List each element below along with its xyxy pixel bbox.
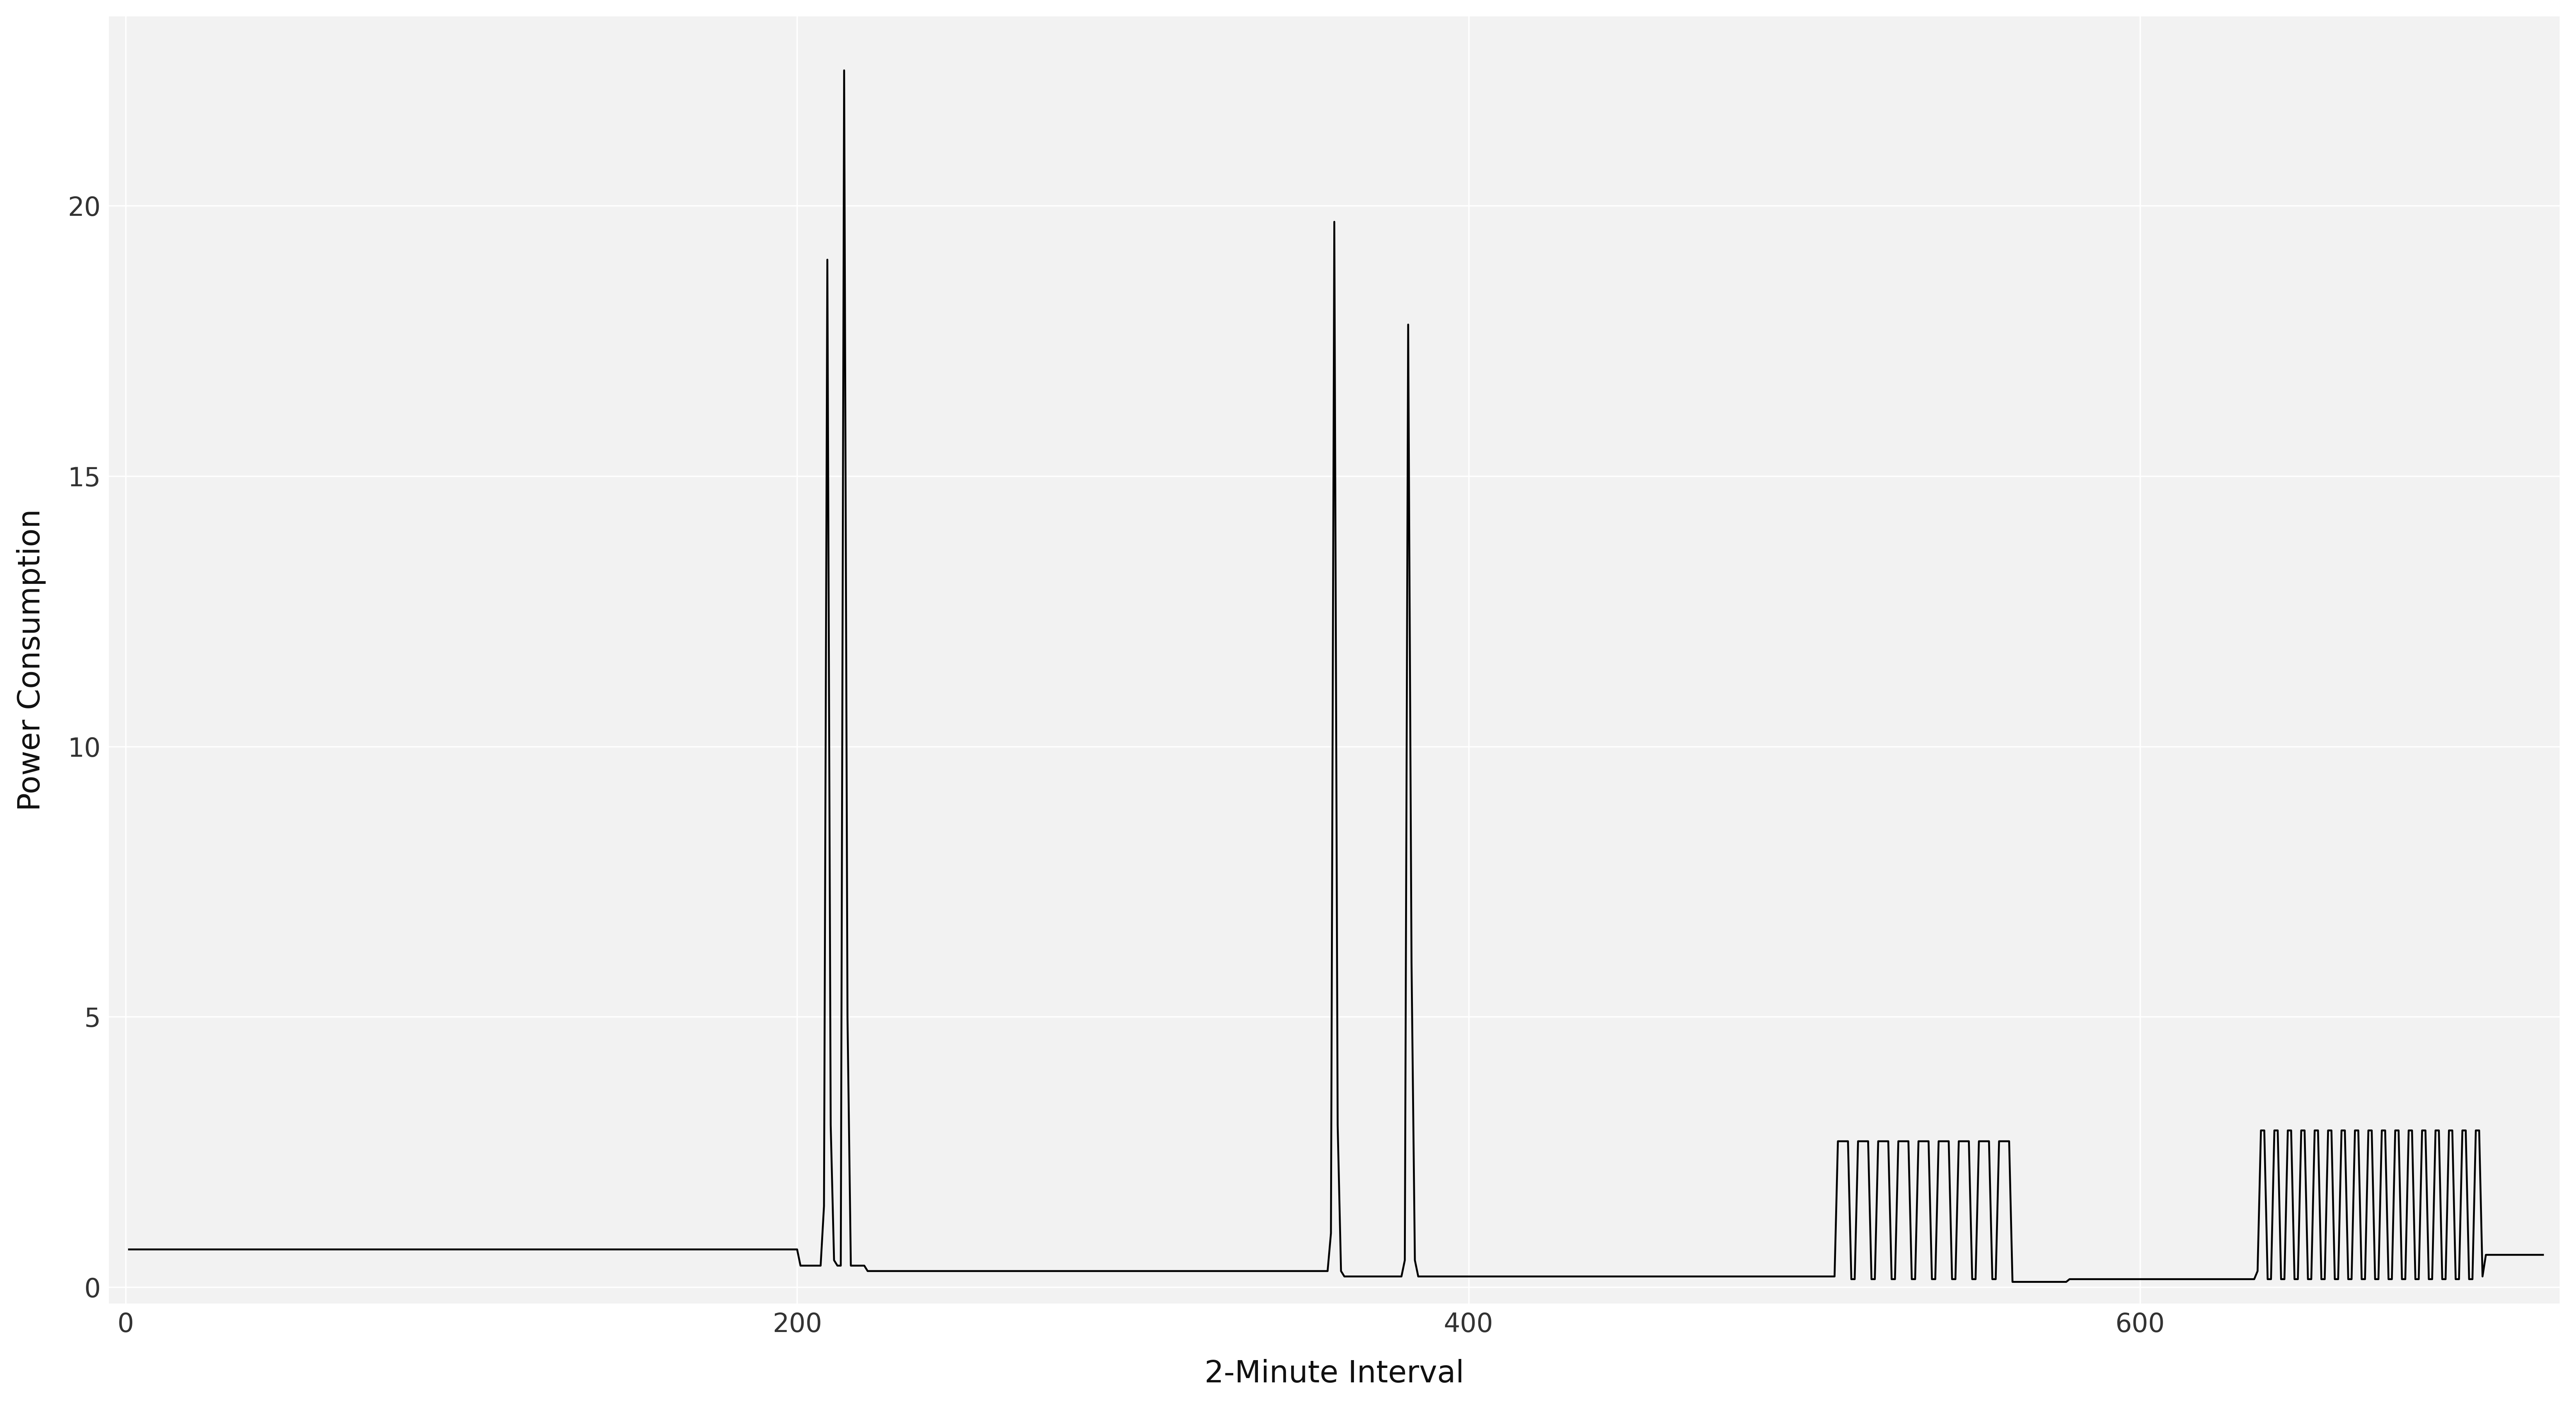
X-axis label: 2-Minute Interval: 2-Minute Interval [1206,1359,1463,1388]
Y-axis label: Power Consumption: Power Consumption [15,509,46,811]
